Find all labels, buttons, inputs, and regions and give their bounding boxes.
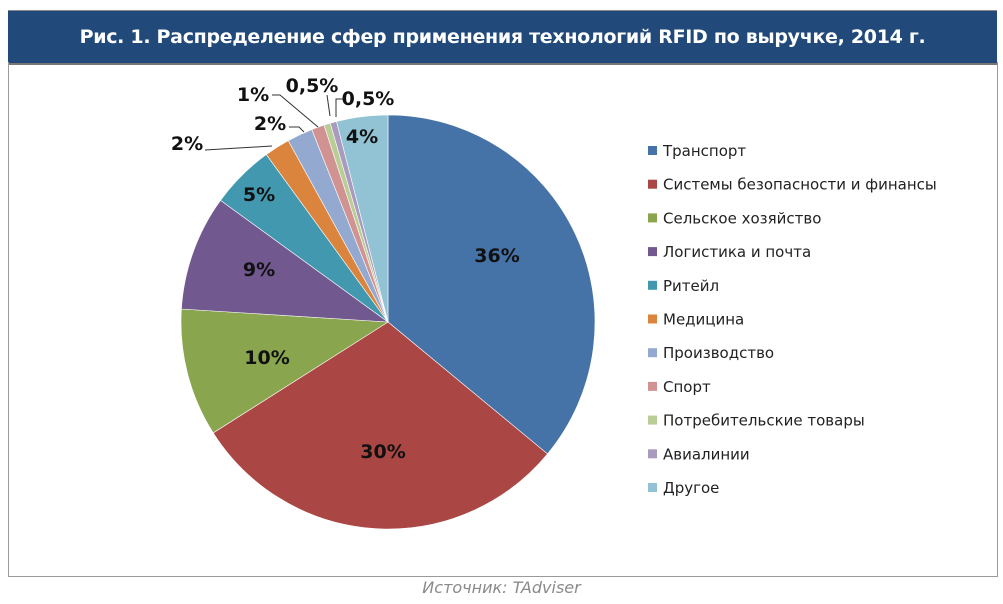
legend-swatch bbox=[648, 247, 657, 257]
legend-entry: Сельское хозяйство bbox=[663, 209, 821, 227]
legend-swatch bbox=[648, 449, 657, 459]
pie-slice-2 bbox=[212, 321, 548, 530]
data-label: 9% bbox=[243, 259, 275, 281]
legend-swatch bbox=[648, 381, 657, 391]
legend-swatch bbox=[648, 280, 657, 290]
legend-entry: Другое bbox=[663, 479, 719, 497]
data-label: 36% bbox=[474, 245, 519, 267]
leader-line bbox=[335, 98, 343, 117]
legend-swatch bbox=[648, 314, 657, 324]
legend-entry: Производство bbox=[663, 344, 774, 362]
pie-slice-1 bbox=[387, 114, 596, 455]
leader-line bbox=[272, 94, 319, 128]
data-label: 30% bbox=[360, 441, 405, 463]
data-label: 10% bbox=[244, 347, 289, 369]
data-label: 4% bbox=[346, 126, 378, 148]
pie-slice-3 bbox=[180, 308, 389, 434]
legend-swatch bbox=[648, 179, 657, 189]
data-label: 0,5% bbox=[342, 88, 395, 110]
chart-frame bbox=[8, 62, 998, 577]
legend-swatch bbox=[648, 213, 657, 223]
legend-entry: Медицина bbox=[663, 311, 744, 329]
legend-swatch bbox=[648, 415, 657, 425]
legend-entry: Потребительские товары bbox=[663, 412, 865, 430]
legend-swatch bbox=[648, 348, 657, 358]
legend-entry: Транспорт bbox=[662, 142, 746, 160]
source-note: Источник: TAdviser bbox=[422, 578, 581, 597]
data-label: 2% bbox=[254, 113, 286, 135]
legend-swatch bbox=[648, 483, 657, 492]
legend-entry: Авиалинии bbox=[663, 445, 750, 463]
legend-entry: Спорт bbox=[663, 378, 711, 396]
legend-swatch bbox=[648, 146, 657, 155]
legend-entry: Логистика и почта bbox=[663, 243, 811, 261]
leader-line bbox=[204, 145, 273, 151]
legend-entry: Системы безопасности и финансы bbox=[663, 176, 937, 194]
pie-slice-11 bbox=[336, 114, 389, 323]
data-label: 2% bbox=[171, 133, 203, 155]
data-label: 1% bbox=[237, 84, 269, 106]
leader-line bbox=[289, 126, 305, 133]
data-label: 5% bbox=[243, 184, 275, 206]
legend-entry: Ритейл bbox=[663, 277, 719, 295]
leader-line bbox=[326, 94, 331, 117]
pie-slice-4 bbox=[181, 199, 390, 323]
data-label: 0,5% bbox=[286, 75, 339, 97]
chart-title: Рис. 1. Распределение сфер применения те… bbox=[8, 10, 997, 65]
